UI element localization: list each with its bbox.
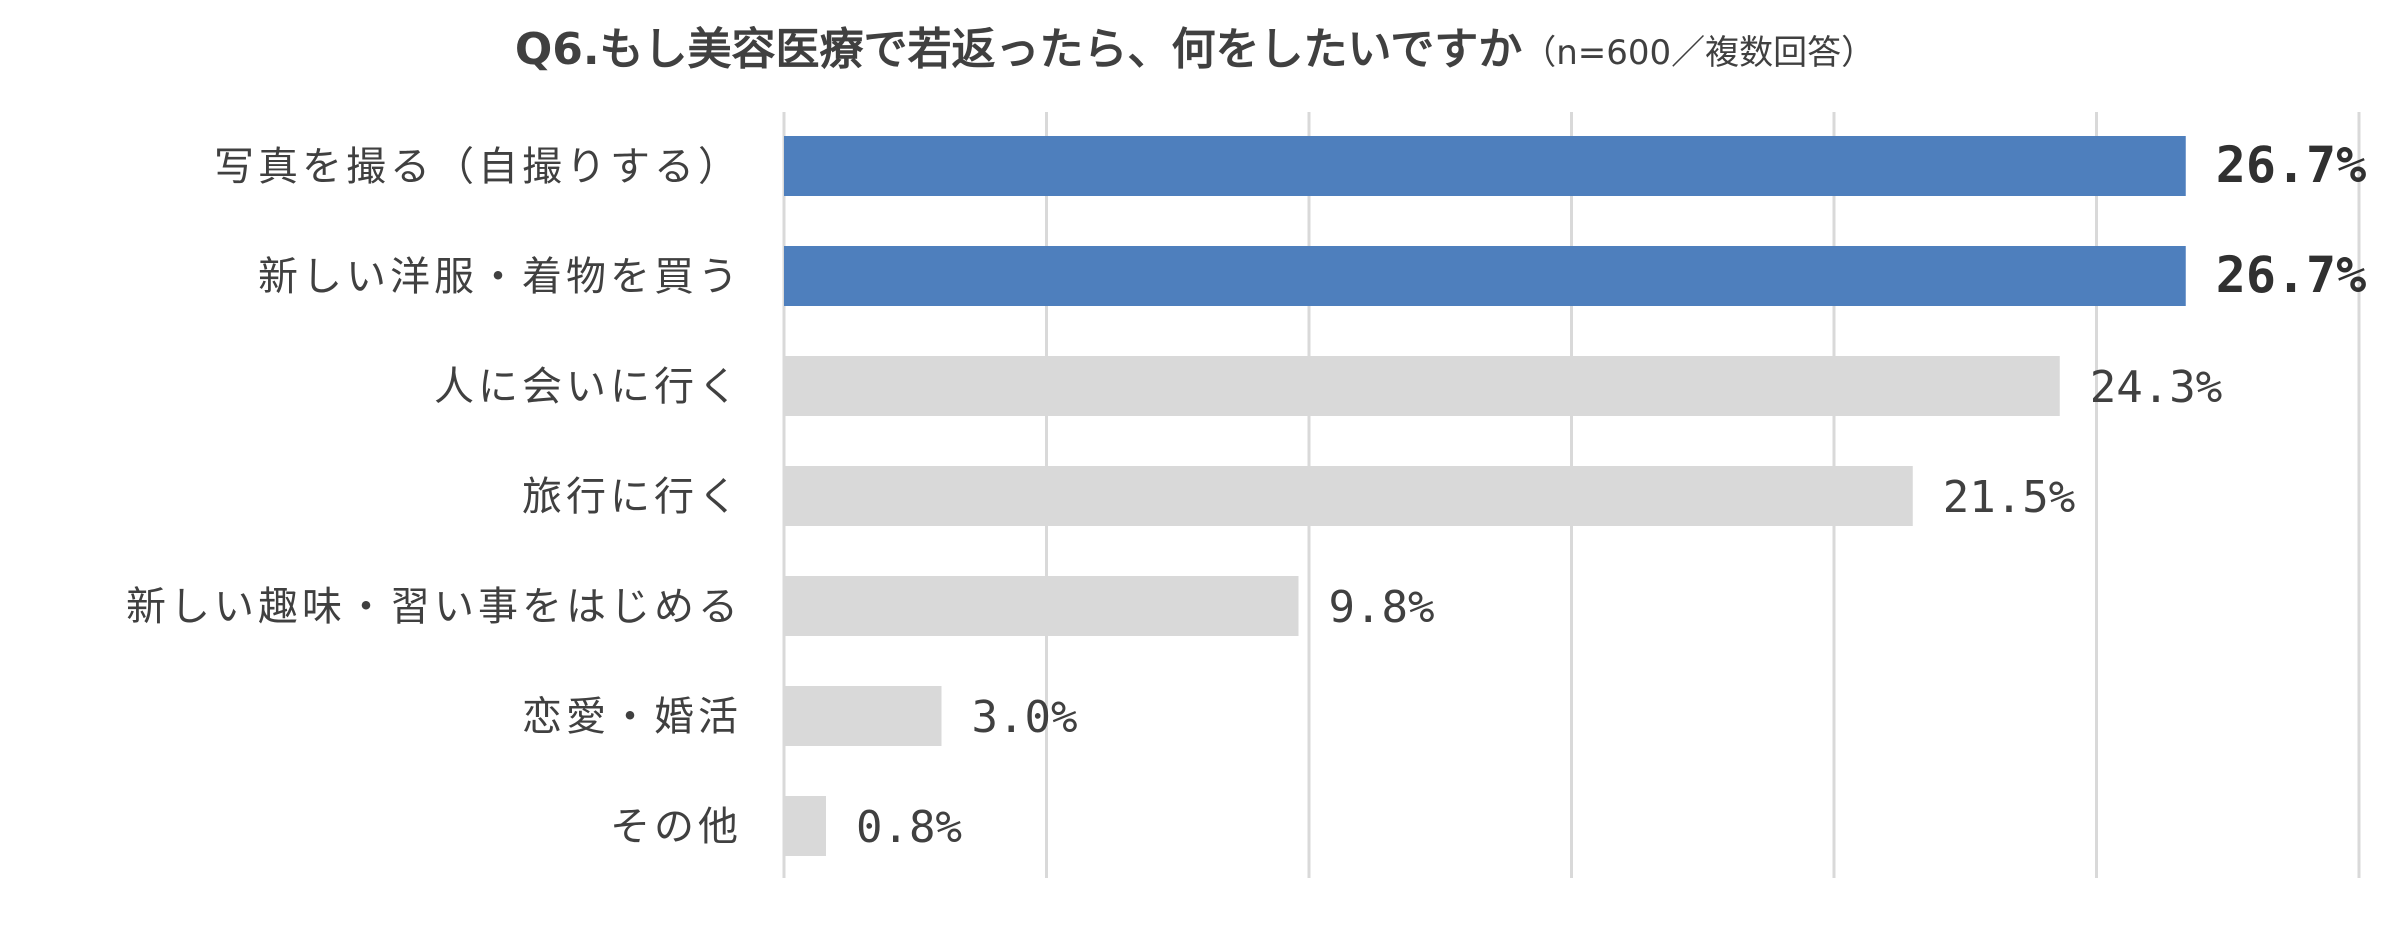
svg-text:Q6.もし美容医療で若返ったら、何をしたいですか（n=600: Q6.もし美容医療で若返ったら、何をしたいですか（n=600／複数回答） [515, 24, 1875, 75]
bar [784, 246, 2186, 306]
category-label: 新しい洋服・着物を買う [258, 254, 742, 300]
category-label: その他 [610, 804, 742, 850]
bar [784, 686, 942, 746]
bar [784, 136, 2186, 196]
category-label: 新しい趣味・習い事をはじめる [126, 584, 742, 630]
category-labels: 写真を撮る（自撮りする） 新しい洋服・着物を買う人に会いに行く旅行に行く新しい趣味… [126, 144, 742, 850]
category-label: 旅行に行く [522, 474, 742, 520]
value-label: 26.7% [2216, 246, 2367, 304]
bar [784, 796, 826, 856]
bar [784, 356, 2060, 416]
chart-subtitle: （n=600／複数回答） [1522, 33, 1875, 73]
value-label: 9.8% [1329, 582, 1435, 633]
bar [784, 466, 1913, 526]
bar [784, 576, 1299, 636]
bars [784, 136, 2186, 856]
value-labels: 26.7% 26.7% 24.3% 21.5% 9.8% 3.0% 0.8% [856, 136, 2366, 853]
chart-title-main: Q6.もし美容医療で若返ったら、何をしたいですか [515, 24, 1522, 75]
value-label: 0.8% [856, 802, 962, 853]
category-label: 写真を撮る（自撮りする） [214, 144, 742, 190]
value-label: 21.5% [1943, 472, 2075, 523]
category-label: 人に会いに行く [434, 364, 742, 410]
chart-title: Q6.もし美容医療で若返ったら、何をしたいですか（n=600／複数回答） [515, 24, 1875, 75]
value-label: 24.3% [2090, 362, 2222, 413]
value-label: 3.0% [972, 692, 1078, 743]
value-label: 26.7% [2216, 136, 2367, 194]
category-label: 恋愛・婚活 [522, 694, 742, 740]
